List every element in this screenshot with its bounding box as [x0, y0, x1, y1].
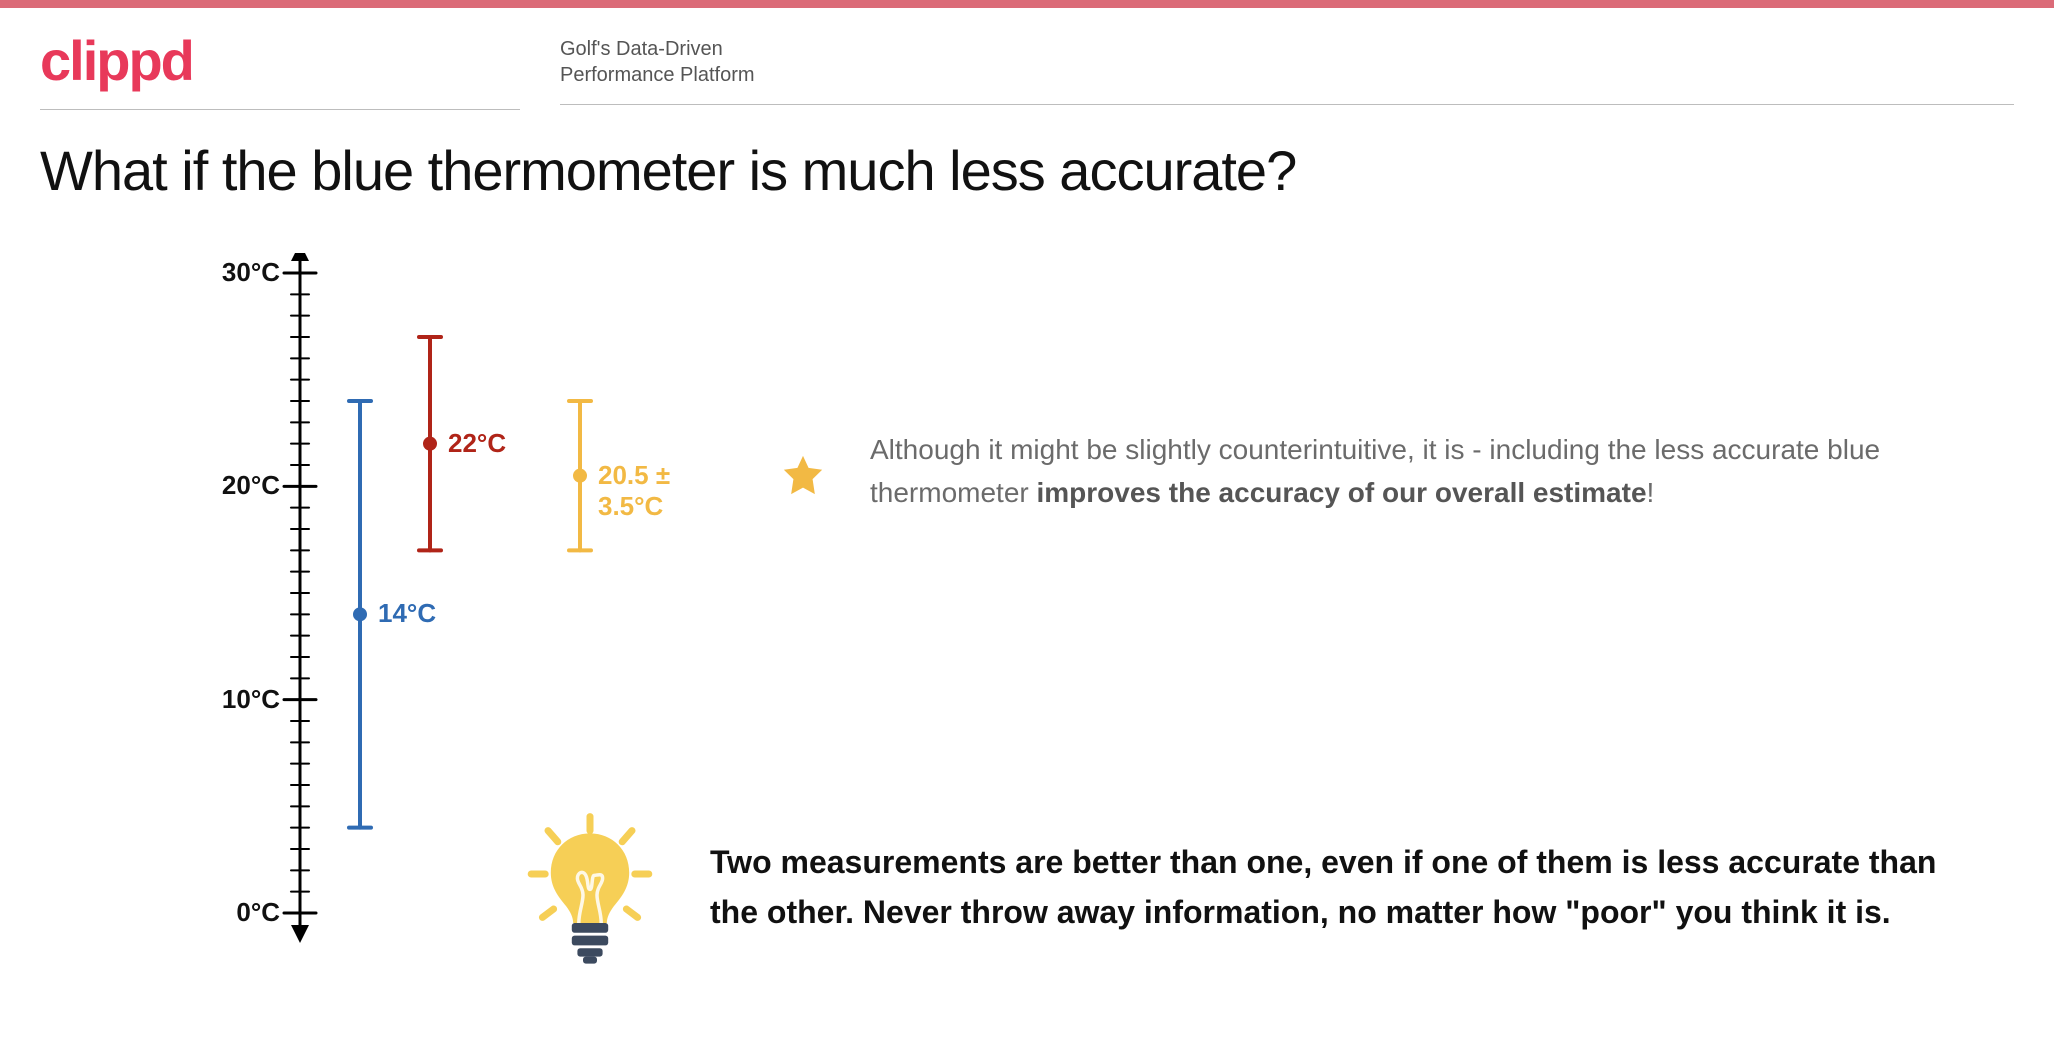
axis-tick-label: 20°C — [200, 470, 280, 501]
header: clippd Golf's Data-Driven Performance Pl… — [0, 8, 2054, 110]
insight-text: Two measurements are better than one, ev… — [710, 838, 1940, 937]
insight-row: Two measurements are better than one, ev… — [520, 808, 1940, 968]
axis-tick-label: 10°C — [200, 684, 280, 715]
brand-logo: clippd — [40, 28, 520, 93]
explain-post: ! — [1647, 477, 1655, 508]
lightbulb-icon — [520, 808, 660, 968]
series-label-red: 22°C — [448, 428, 506, 459]
page-title: What if the blue thermometer is much les… — [0, 110, 2054, 213]
star-icon — [780, 452, 826, 498]
axis-tick-label: 0°C — [200, 897, 280, 928]
series-label-yellow: 20.5 ± 3.5°C — [598, 460, 690, 522]
content-area: 0°C 10°C 20°C 30°C 14°C 22°C 20.5 ± 3.5°C Alt… — [0, 213, 2054, 993]
logo-container: clippd — [40, 28, 520, 110]
top-accent-bar — [0, 0, 2054, 8]
tagline-line1: Golf's Data-Driven — [560, 36, 2014, 62]
tagline-line2: Performance Platform — [560, 62, 2014, 88]
explain-bold: improves the accuracy of our overall est… — [1037, 477, 1647, 508]
tagline-container: Golf's Data-Driven Performance Platform — [560, 28, 2014, 105]
series-label-blue: 14°C — [378, 598, 436, 629]
axis-tick-label: 30°C — [200, 257, 280, 288]
explanation-text: Although it might be slightly counterint… — [870, 428, 1950, 515]
